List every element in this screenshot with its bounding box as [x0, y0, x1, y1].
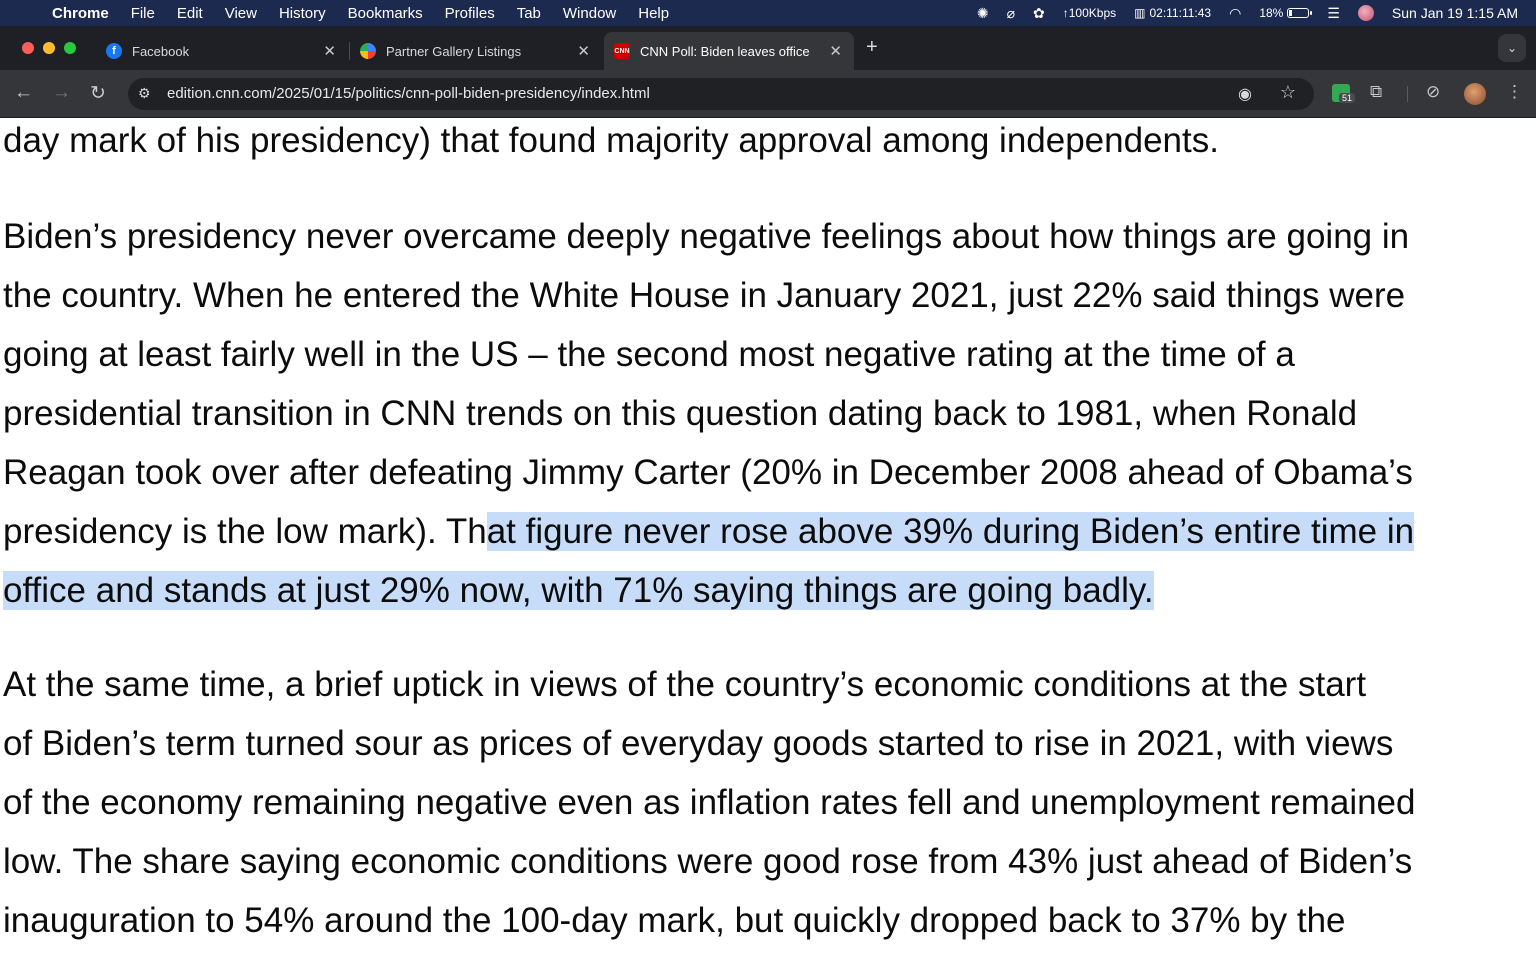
extensions-puzzle-icon[interactable]: ⧉	[1370, 82, 1383, 101]
tab-cnn-poll[interactable]: CNN CNN Poll: Biden leaves office ✕	[604, 32, 854, 70]
vpn-icon[interactable]: ⊘	[1426, 82, 1441, 101]
paragraph-line: of Biden’s term turned sour as prices of…	[3, 724, 1394, 763]
url-text[interactable]: edition.cnn.com/2025/01/15/politics/cnn-…	[167, 85, 650, 102]
forward-arrow-icon[interactable]: →	[52, 82, 71, 103]
tab-facebook[interactable]: f Facebook ✕	[96, 32, 348, 70]
tab-title: Facebook	[132, 43, 190, 59]
article-body: day mark of his presidency) that found m…	[0, 118, 1536, 960]
paragraph-line: Biden’s presidency never overcame deeply…	[3, 217, 1410, 256]
menu-window[interactable]: Window	[562, 4, 617, 22]
menu-app-name[interactable]: Chrome	[52, 4, 109, 22]
back-arrow-icon[interactable]: ←	[14, 82, 33, 103]
tab-title: CNN Poll: Biden leaves office	[640, 43, 810, 59]
zoom-window-button[interactable]	[64, 42, 76, 54]
paragraph-line: day mark of his presidency) that found m…	[3, 121, 1219, 160]
menu-tab[interactable]: Tab	[516, 4, 541, 22]
tab-strip: f Facebook ✕ Partner Gallery Listings ✕ …	[0, 26, 1536, 70]
paragraph-line: presidential transition in CNN trends on…	[3, 394, 1358, 433]
menu-file[interactable]: File	[130, 4, 155, 22]
menu-profiles[interactable]: Profiles	[444, 4, 495, 22]
profile-avatar[interactable]	[1464, 83, 1486, 105]
paragraph-line: Reagan took over after defeating Jimmy C…	[3, 453, 1413, 492]
menu-edit[interactable]: Edit	[176, 4, 203, 22]
article-paragraph: day mark of his presidency) that found m…	[3, 118, 1219, 170]
unselected-text: presidency is the low mark). Th	[3, 512, 487, 551]
control-center-icon[interactable]: ☰	[1327, 4, 1340, 21]
article-paragraph: At the same time, a brief uptick in view…	[3, 655, 1416, 950]
battery-icon	[1287, 8, 1313, 18]
siri-icon[interactable]	[1357, 5, 1374, 21]
paragraph-line: the country. When he entered the White H…	[3, 276, 1406, 315]
tab-partner-gallery[interactable]: Partner Gallery Listings ✕	[350, 32, 602, 70]
close-tab-icon[interactable]: ✕	[577, 43, 590, 60]
close-tab-icon[interactable]: ✕	[829, 43, 842, 60]
reload-icon[interactable]: ↻	[90, 83, 106, 104]
more-menu-icon[interactable]: ⋮	[1506, 82, 1523, 101]
network-speed[interactable]: ↑100Kbps	[1062, 6, 1117, 20]
close-window-button[interactable]	[22, 42, 34, 54]
timer-icon: ▥	[1134, 6, 1146, 20]
close-tab-icon[interactable]: ✕	[323, 43, 336, 60]
new-tab-icon[interactable]: +	[866, 36, 878, 58]
cnn-icon: CNN	[614, 43, 630, 59]
macos-menu-bar: Chrome File Edit View History Bookmarks …	[0, 0, 1536, 26]
openai-icon[interactable]: ✺	[976, 4, 989, 21]
partner-icon	[360, 43, 376, 59]
paragraph-line: going at least fairly well in the US – t…	[3, 335, 1295, 374]
address-bar[interactable]: ⚙ edition.cnn.com/2025/01/15/politics/cn…	[128, 78, 1314, 110]
paragraph-line: office and stands at just 29% now, with …	[3, 561, 1414, 620]
tab-search-button[interactable]: ⌄	[1498, 34, 1526, 62]
menu-bar-status-area: ✺ ⌀ ✿ ↑100Kbps ▥ 02:11:11:43 ◠ 18% ☰ Sun…	[977, 0, 1518, 26]
extension-badge-count: 51	[1339, 93, 1356, 103]
paragraph-line: of the economy remaining negative even a…	[3, 783, 1416, 822]
paragraph-line: At the same time, a brief uptick in view…	[3, 665, 1367, 704]
battery-status[interactable]: 18%	[1259, 6, 1313, 20]
facebook-icon: f	[106, 43, 122, 59]
bookmark-star-icon[interactable]: ☆	[1279, 82, 1296, 102]
chevron-down-icon: ⌄	[1506, 41, 1518, 55]
battery-percent: 18%	[1259, 6, 1284, 20]
toolbar-divider	[1407, 86, 1408, 102]
paragraph-line: inauguration to 54% around the 100-day m…	[3, 901, 1346, 940]
selected-text: at figure never rose above 39% during Bi…	[486, 512, 1415, 551]
wifi-icon[interactable]: ◠	[1229, 4, 1242, 21]
paragraph-line: low. The share saying economic condition…	[3, 842, 1413, 881]
window-controls	[22, 42, 76, 54]
tab-title: Partner Gallery Listings	[386, 43, 522, 59]
menu-history[interactable]: History	[278, 4, 326, 22]
selected-text: office and stands at just 29% now, with …	[3, 571, 1154, 610]
bug-icon[interactable]: ✿	[1033, 4, 1045, 21]
paperclip-icon[interactable]: ⌀	[1006, 4, 1016, 21]
menu-help[interactable]: Help	[638, 4, 670, 22]
eye-slash-icon[interactable]: ◉	[1238, 86, 1252, 103]
minimize-window-button[interactable]	[43, 42, 55, 54]
menu-bookmarks[interactable]: Bookmarks	[347, 4, 423, 22]
site-settings-icon[interactable]: ⚙	[138, 85, 151, 101]
browser-toolbar: ← → ↻ ⚙ edition.cnn.com/2025/01/15/polit…	[0, 70, 1536, 118]
menu-bar-clock[interactable]: Sun Jan 19 1:15 AM	[1391, 5, 1518, 21]
article-paragraph: Biden’s presidency never overcame deeply…	[3, 207, 1415, 620]
menu-view[interactable]: View	[224, 4, 257, 22]
timer-status[interactable]: ▥ 02:11:11:43	[1134, 6, 1211, 20]
extension-icon[interactable]: 51	[1332, 84, 1356, 103]
tab-separator	[349, 42, 350, 60]
paragraph-line: presidency is the low mark). That figure…	[3, 502, 1415, 561]
timer-value: 02:11:11:43	[1149, 6, 1212, 20]
